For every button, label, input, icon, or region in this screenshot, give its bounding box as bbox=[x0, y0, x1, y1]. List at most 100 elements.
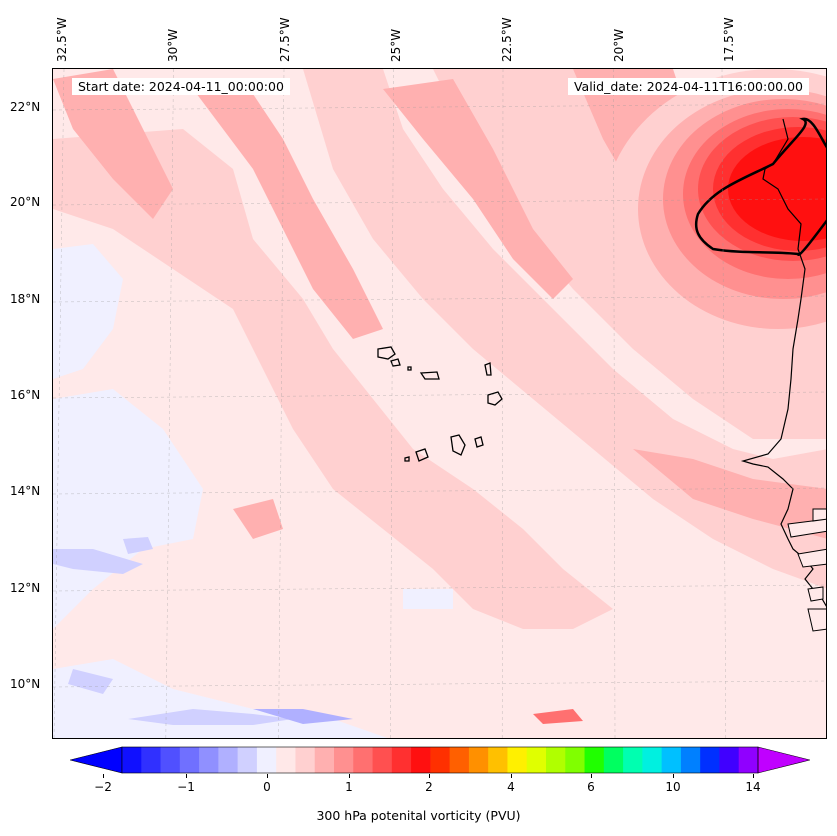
colorbar-tick-mark bbox=[511, 774, 512, 778]
colorbar-cell bbox=[488, 747, 508, 773]
colorbar-label: 300 hPa potenital vorticity (PVU) bbox=[316, 808, 521, 823]
pv-contour-blue bbox=[128, 709, 293, 725]
colorbar-cell bbox=[680, 747, 701, 773]
latitude-label: 14°N bbox=[10, 484, 41, 498]
colorbar-cell bbox=[141, 747, 162, 773]
colorbar-tick-mark bbox=[591, 774, 592, 778]
meridian-line bbox=[501, 69, 504, 738]
colorbar-cell bbox=[584, 747, 605, 773]
longitude-label: 30°W bbox=[166, 28, 180, 62]
longitude-label: 25°W bbox=[389, 28, 403, 62]
colorbar-tick-label: 0 bbox=[263, 780, 271, 794]
colorbar-cell bbox=[603, 747, 624, 773]
pv-contour-salmon bbox=[633, 449, 826, 539]
colorbar-cell bbox=[276, 747, 296, 773]
meridian-line bbox=[390, 69, 394, 738]
colorbar-tick-label: 2 bbox=[425, 780, 433, 794]
colorbar-cell bbox=[160, 747, 181, 773]
colorbar-cell bbox=[526, 747, 547, 773]
gridlines bbox=[53, 69, 826, 738]
colorbar-cell bbox=[719, 747, 740, 773]
colorbar bbox=[70, 746, 810, 774]
colorbar-cell bbox=[623, 747, 643, 773]
latitude-label: 22°N bbox=[10, 100, 41, 114]
colorbar-over-arrow bbox=[757, 746, 810, 774]
colorbar-under-arrow bbox=[70, 746, 123, 774]
colorbar-cell bbox=[661, 747, 682, 773]
pv-contour-salmon bbox=[53, 69, 173, 219]
pv-contour-blue bbox=[253, 709, 353, 724]
colorbar-cell bbox=[334, 747, 354, 773]
latitude-label: 16°N bbox=[10, 388, 41, 402]
start-date-label: Start date: 2024-04-11_00:00:00 bbox=[72, 78, 290, 95]
meridian-line bbox=[613, 69, 616, 738]
colorbar-cell bbox=[256, 747, 277, 773]
island bbox=[407, 366, 412, 371]
colorbar-cell bbox=[738, 747, 759, 773]
island bbox=[487, 391, 503, 406]
valid-date-label: Valid_date: 2024-04-11T16:00:00.00 bbox=[567, 78, 809, 95]
island bbox=[484, 362, 492, 376]
pv-contour-salmon bbox=[233, 499, 283, 539]
colorbar-cell bbox=[565, 747, 586, 773]
pv-contour-salmon bbox=[383, 79, 573, 299]
colorbar-cell bbox=[372, 747, 393, 773]
colorbar-cell bbox=[546, 747, 566, 773]
colorbar-cell bbox=[507, 747, 528, 773]
colorbar-tick-mark bbox=[349, 774, 350, 778]
colorbar-tick-mark bbox=[673, 774, 674, 778]
latitude-label: 10°N bbox=[10, 677, 41, 691]
colorbar-cell bbox=[391, 747, 412, 773]
pv-contour-blue bbox=[68, 669, 113, 694]
coastline-islands bbox=[787, 508, 826, 632]
island bbox=[419, 371, 440, 380]
longitude-label: 32.5°W bbox=[55, 17, 69, 62]
colorbar-cell bbox=[449, 747, 470, 773]
island bbox=[415, 448, 429, 462]
colorbar-cell bbox=[642, 747, 663, 773]
island bbox=[377, 346, 396, 360]
longitude-label: 17.5°W bbox=[722, 17, 736, 62]
meridian-line bbox=[278, 69, 285, 738]
colorbar-tick-mark bbox=[267, 774, 268, 778]
colorbar-tick-label: 10 bbox=[665, 780, 681, 794]
latitude-label: 18°N bbox=[10, 292, 41, 306]
colorbar-tick-label: 6 bbox=[587, 780, 595, 794]
pv-contour-blue bbox=[123, 537, 153, 554]
meridian-line bbox=[165, 69, 174, 738]
pv-contour-light-blue bbox=[53, 244, 123, 379]
pv-contour-light-blue bbox=[403, 589, 453, 609]
pv-map bbox=[53, 69, 826, 738]
colorbar-tick-mark bbox=[186, 774, 187, 778]
colorbar-tick-label: 14 bbox=[745, 780, 761, 794]
latitude-label: 12°N bbox=[10, 581, 41, 595]
colorbar-cell bbox=[179, 747, 200, 773]
colorbar-tick-mark bbox=[429, 774, 430, 778]
colorbar-tick-label: 1 bbox=[345, 780, 353, 794]
colorbar-cell bbox=[468, 747, 489, 773]
colorbar-tick-mark bbox=[103, 774, 104, 778]
island bbox=[450, 434, 466, 456]
colorbar-tick-label: 4 bbox=[507, 780, 515, 794]
colorbar-tick-label: −1 bbox=[177, 780, 195, 794]
pv-contour-salmon bbox=[193, 79, 383, 339]
pv-contour-pink bbox=[53, 129, 613, 629]
colorbar-cell bbox=[430, 747, 451, 773]
island bbox=[404, 456, 410, 462]
island bbox=[474, 436, 484, 448]
colorbar-tick-mark bbox=[753, 774, 754, 778]
colorbar-cell bbox=[700, 747, 720, 773]
pv-contour-red-light bbox=[533, 709, 583, 724]
pv-contour-blue bbox=[53, 549, 143, 574]
colorbar-cell bbox=[353, 747, 374, 773]
pv-contour-pink bbox=[303, 69, 826, 589]
map-panel bbox=[52, 68, 827, 739]
colorbar-cell bbox=[218, 747, 239, 773]
meridian-line bbox=[53, 69, 65, 738]
latitude-label: 20°N bbox=[10, 195, 41, 209]
colorbar-border bbox=[121, 746, 759, 774]
colorbar-cell bbox=[199, 747, 219, 773]
colorbar-cell bbox=[122, 747, 142, 773]
longitude-label: 20°W bbox=[612, 28, 626, 62]
colorbar-cell bbox=[314, 747, 335, 773]
